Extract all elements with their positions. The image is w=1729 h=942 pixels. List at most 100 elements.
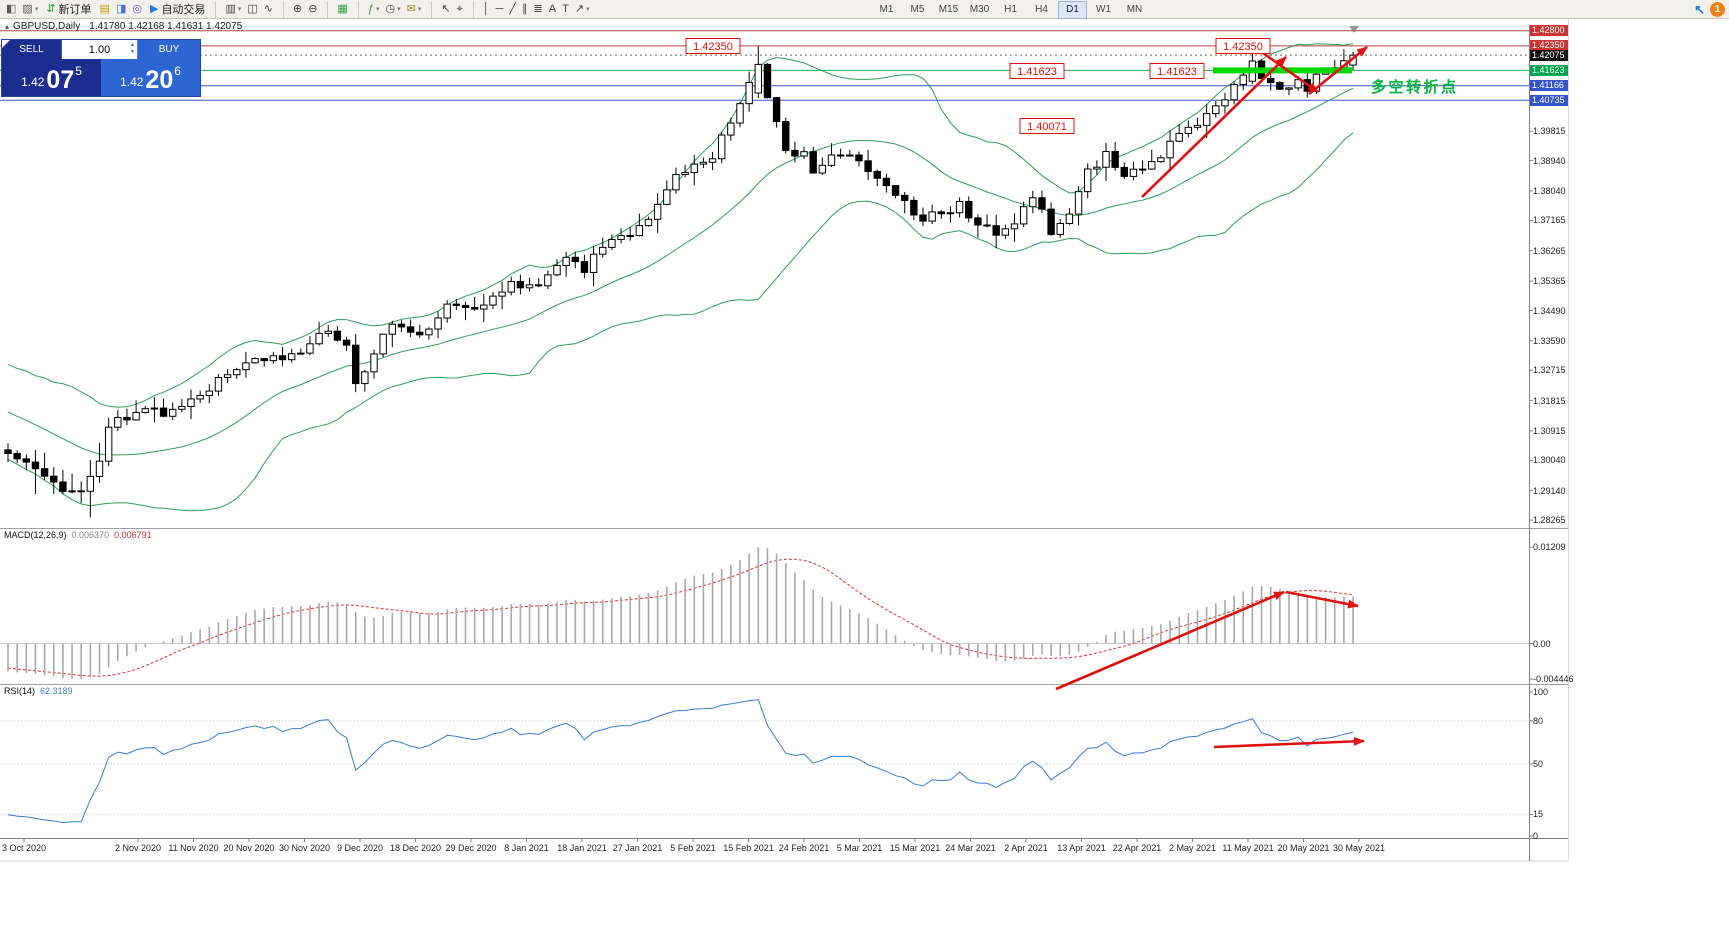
macd-signal-line — [7, 558, 1354, 677]
zoom-out-button[interactable]: ⊖ — [305, 1, 320, 17]
navigator-button[interactable]: ◎ — [129, 1, 145, 17]
date-axis-label: 18 Jan 2021 — [557, 843, 607, 853]
periods-menu-button[interactable]: ◷ ▾ — [382, 1, 403, 17]
indicators-dropdown-icon[interactable]: ▾ — [375, 6, 380, 13]
data-window-button[interactable]: ◨ — [113, 1, 129, 17]
trendline-tool-button[interactable]: ╱ — [506, 1, 519, 17]
timeframe-toolbar: M1 M5 M15 M30 H1 H4 D1 W1 MN — [872, 1, 1151, 19]
rsi-value: 62.3189 — [40, 686, 73, 696]
horizontal-line-tool-button[interactable]: ─ — [493, 1, 507, 17]
date-axis-label: 20 May 2021 — [1277, 843, 1330, 853]
chart-collapse-icon[interactable]: ▴ — [5, 22, 10, 31]
toolbar-right: ↖ 1 — [1694, 2, 1725, 17]
buy-button[interactable]: BUY — [137, 40, 200, 59]
timeframe-button-M5[interactable]: M5 — [910, 4, 925, 15]
sell-button[interactable]: SELL — [2, 40, 62, 59]
crosshair-tool-button[interactable]: ⌖ — [454, 1, 466, 17]
price-axis-tick: 1.39815 — [1533, 126, 1566, 137]
market-watch-button[interactable]: ▤ — [97, 1, 113, 17]
zoom-in-button[interactable]: ⊕ — [290, 1, 305, 17]
shapes-tool-icon: ↗ — [574, 3, 585, 15]
timeframe-button-M30[interactable]: M30 — [969, 4, 990, 15]
periods-menu-dropdown-icon[interactable]: ▾ — [397, 6, 401, 13]
volume-stepper[interactable]: ▲ ▼ — [130, 42, 135, 56]
price-axis-tick: 1.31815 — [1533, 395, 1566, 406]
timeframe-button-MN[interactable]: MN — [1126, 4, 1143, 15]
svg-text:1.40071: 1.40071 — [1027, 121, 1067, 133]
community-arrow-icon[interactable]: ↖ — [1694, 2, 1705, 17]
new-order-label: 新订单 — [58, 4, 92, 16]
trade-panel-collapse-icon[interactable] — [2, 40, 10, 48]
volume-field[interactable]: ▲▼ — [62, 40, 137, 59]
axis-ticks — [23, 30, 1533, 842]
shapes-tool-dropdown-icon[interactable]: ▾ — [586, 6, 590, 13]
templates-dropdown-icon[interactable]: ▾ — [417, 6, 422, 13]
volume-input[interactable] — [73, 43, 126, 56]
new-order-button[interactable]: ⇵ 新订单 — [43, 1, 94, 17]
chart-ohlc-values: 1.41780 1.42168 1.41631 1.42075 — [89, 21, 243, 32]
indicators-icon: ƒ — [367, 3, 374, 15]
new-chart-button[interactable]: ◧ — [3, 1, 19, 17]
trade-panel-prices: 1.42 07 5 1.42 20 6 — [2, 59, 200, 96]
shapes-tool-button[interactable]: ↗ ▾ — [572, 1, 593, 17]
date-axis-label: 3 Oct 2020 — [1, 843, 47, 853]
price-axis-tick: 1.34490 — [1533, 305, 1566, 316]
indicators-button[interactable]: ƒ ▾ — [365, 1, 383, 17]
text-tool-button[interactable]: A — [546, 1, 559, 17]
macd-histogram — [7, 547, 1354, 679]
price-lines — [0, 30, 1529, 101]
price-axis-marker: 1.41166 — [1530, 80, 1568, 92]
toolbar-group: ƒ ▾ ◷ ▾ ✉ ▾ — [357, 0, 425, 18]
rsi-axis-tick: 0 — [1533, 831, 1539, 841]
timeframe-button-M15[interactable]: M15 — [938, 4, 959, 15]
price-axis-tick: 1.36265 — [1533, 245, 1566, 256]
bar-chart-mode-button[interactable]: ▥ ▾ — [222, 1, 244, 17]
volume-down-icon[interactable]: ▼ — [130, 49, 135, 55]
timeframe-button-W1[interactable]: W1 — [1096, 4, 1111, 15]
rsi-line — [7, 699, 1354, 824]
candle-chart-mode-button[interactable]: ◫ — [244, 1, 260, 17]
volume-up-icon[interactable]: ▲ — [130, 42, 135, 48]
chart-profiles-button[interactable]: ▨ ▾ — [19, 1, 41, 17]
timeframe-button-H1[interactable]: H1 — [1004, 4, 1017, 15]
market-watch-icon: ▤ — [99, 3, 110, 15]
price-axis-tick: 1.32715 — [1533, 365, 1566, 376]
buy-price[interactable]: 1.42 20 6 — [101, 59, 200, 96]
price-axis-tick: 1.28265 — [1533, 515, 1566, 526]
macd-panel — [0, 558, 1529, 677]
fibonacci-tool-button[interactable]: ≣ — [531, 1, 546, 17]
svg-text:1.42350: 1.42350 — [1223, 41, 1263, 53]
date-axis-label: 24 Mar 2021 — [945, 843, 996, 853]
cursor-tool-button[interactable]: ↖ — [438, 1, 453, 17]
data-window-icon: ◨ — [115, 3, 127, 15]
tile-windows-button[interactable]: ▦ — [334, 1, 350, 17]
templates-button[interactable]: ✉ ▾ — [404, 1, 425, 17]
label-tool-icon: T — [562, 3, 569, 15]
bar-chart-mode-dropdown-icon[interactable]: ▾ — [237, 6, 242, 13]
line-chart-mode-button[interactable]: ∿ — [261, 1, 276, 17]
candle-chart-mode-icon: ◫ — [247, 3, 258, 15]
chart-profiles-dropdown-icon[interactable]: ▾ — [34, 6, 39, 13]
auto-trading-button[interactable]: ▶ 自动交易 — [147, 1, 208, 17]
notification-badge[interactable]: 1 — [1710, 2, 1725, 17]
vertical-line-tool-button[interactable]: │ — [480, 1, 493, 17]
date-axis-label: 11 Nov 2020 — [168, 843, 219, 853]
bb-upper-band — [7, 43, 1354, 408]
sell-price[interactable]: 1.42 07 5 — [2, 59, 101, 96]
rsi-panel — [0, 699, 1529, 824]
macd-axis-tick: 0.00 — [1533, 638, 1551, 649]
date-axis-label: 2 May 2021 — [1168, 843, 1217, 853]
annotation-price-tags: 1.42350 1.42350 1.41623 1.41623 1.40071 — [685, 38, 1271, 134]
timeframe-button-D1[interactable]: D1 — [1058, 1, 1087, 19]
price-axis-marker: 1.40735 — [1530, 94, 1568, 106]
channel-tool-button[interactable]: ∥ — [519, 1, 531, 17]
toolbar-group: ▶ 自动交易 — [147, 1, 208, 18]
timeframe-button-H4[interactable]: H4 — [1035, 4, 1048, 15]
one-click-trading-panel: SELL ▲▼ BUY 1.42 07 5 1.42 20 6 — [2, 40, 200, 96]
toolbar-group: ↖ ⌖ — [431, 0, 466, 18]
label-tool-button[interactable]: T — [559, 1, 572, 17]
main-toolbar: ◧ ▨ ▾ ⇵ 新订单 ▤ ◨ ◎ ▶ 自动交易 ▥ ▾ ◫ ∿ ⊕ ⊖ ▦ ƒ ▾ ◷ ▾ ✉ ▾ ↖ ⌖ │ ─ ╱ ∥ ≣ A T ↗ ▾ — [0, 0, 1729, 19]
timeframe-button-M1[interactable]: M1 — [879, 4, 894, 15]
